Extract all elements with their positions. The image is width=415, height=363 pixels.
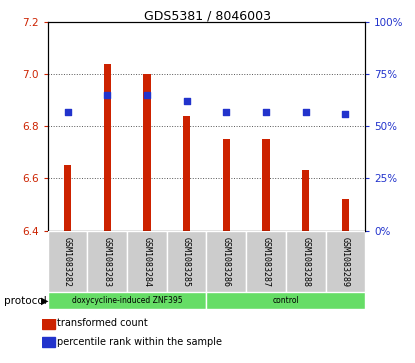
Bar: [143, 74, 151, 231]
Bar: [246, 231, 286, 292]
Bar: [127, 231, 167, 292]
Bar: [342, 199, 349, 231]
Bar: [223, 139, 230, 231]
Point: [183, 98, 190, 104]
Bar: [104, 64, 111, 231]
Point: [64, 109, 71, 114]
Bar: [302, 171, 309, 231]
Text: ▶: ▶: [41, 295, 48, 306]
Bar: [48, 292, 207, 309]
Point: [303, 109, 309, 114]
Point: [342, 111, 349, 117]
Text: GSM1083289: GSM1083289: [341, 237, 350, 287]
Bar: [207, 231, 246, 292]
Bar: [286, 231, 325, 292]
Text: GSM1083284: GSM1083284: [142, 237, 151, 287]
Text: GSM1083285: GSM1083285: [182, 237, 191, 287]
Text: GSM1083287: GSM1083287: [261, 237, 271, 287]
Text: GDS5381 / 8046003: GDS5381 / 8046003: [144, 9, 271, 22]
Text: transformed count: transformed count: [57, 318, 148, 329]
Text: GSM1083282: GSM1083282: [63, 237, 72, 287]
Point: [263, 109, 269, 114]
Point: [144, 92, 150, 98]
Text: GSM1083286: GSM1083286: [222, 237, 231, 287]
Text: GSM1083283: GSM1083283: [103, 237, 112, 287]
Bar: [48, 231, 88, 292]
Bar: [183, 116, 190, 231]
Bar: [325, 231, 365, 292]
Bar: [64, 165, 71, 231]
Text: protocol: protocol: [4, 295, 47, 306]
Bar: [262, 139, 270, 231]
Bar: [42, 318, 55, 329]
Text: control: control: [273, 296, 299, 305]
Text: GSM1083288: GSM1083288: [301, 237, 310, 287]
Text: percentile rank within the sample: percentile rank within the sample: [57, 337, 222, 347]
Text: doxycycline-induced ZNF395: doxycycline-induced ZNF395: [72, 296, 183, 305]
Point: [223, 109, 229, 114]
Bar: [207, 292, 365, 309]
Bar: [42, 337, 55, 347]
Point: [104, 92, 110, 98]
Bar: [167, 231, 207, 292]
Bar: [88, 231, 127, 292]
